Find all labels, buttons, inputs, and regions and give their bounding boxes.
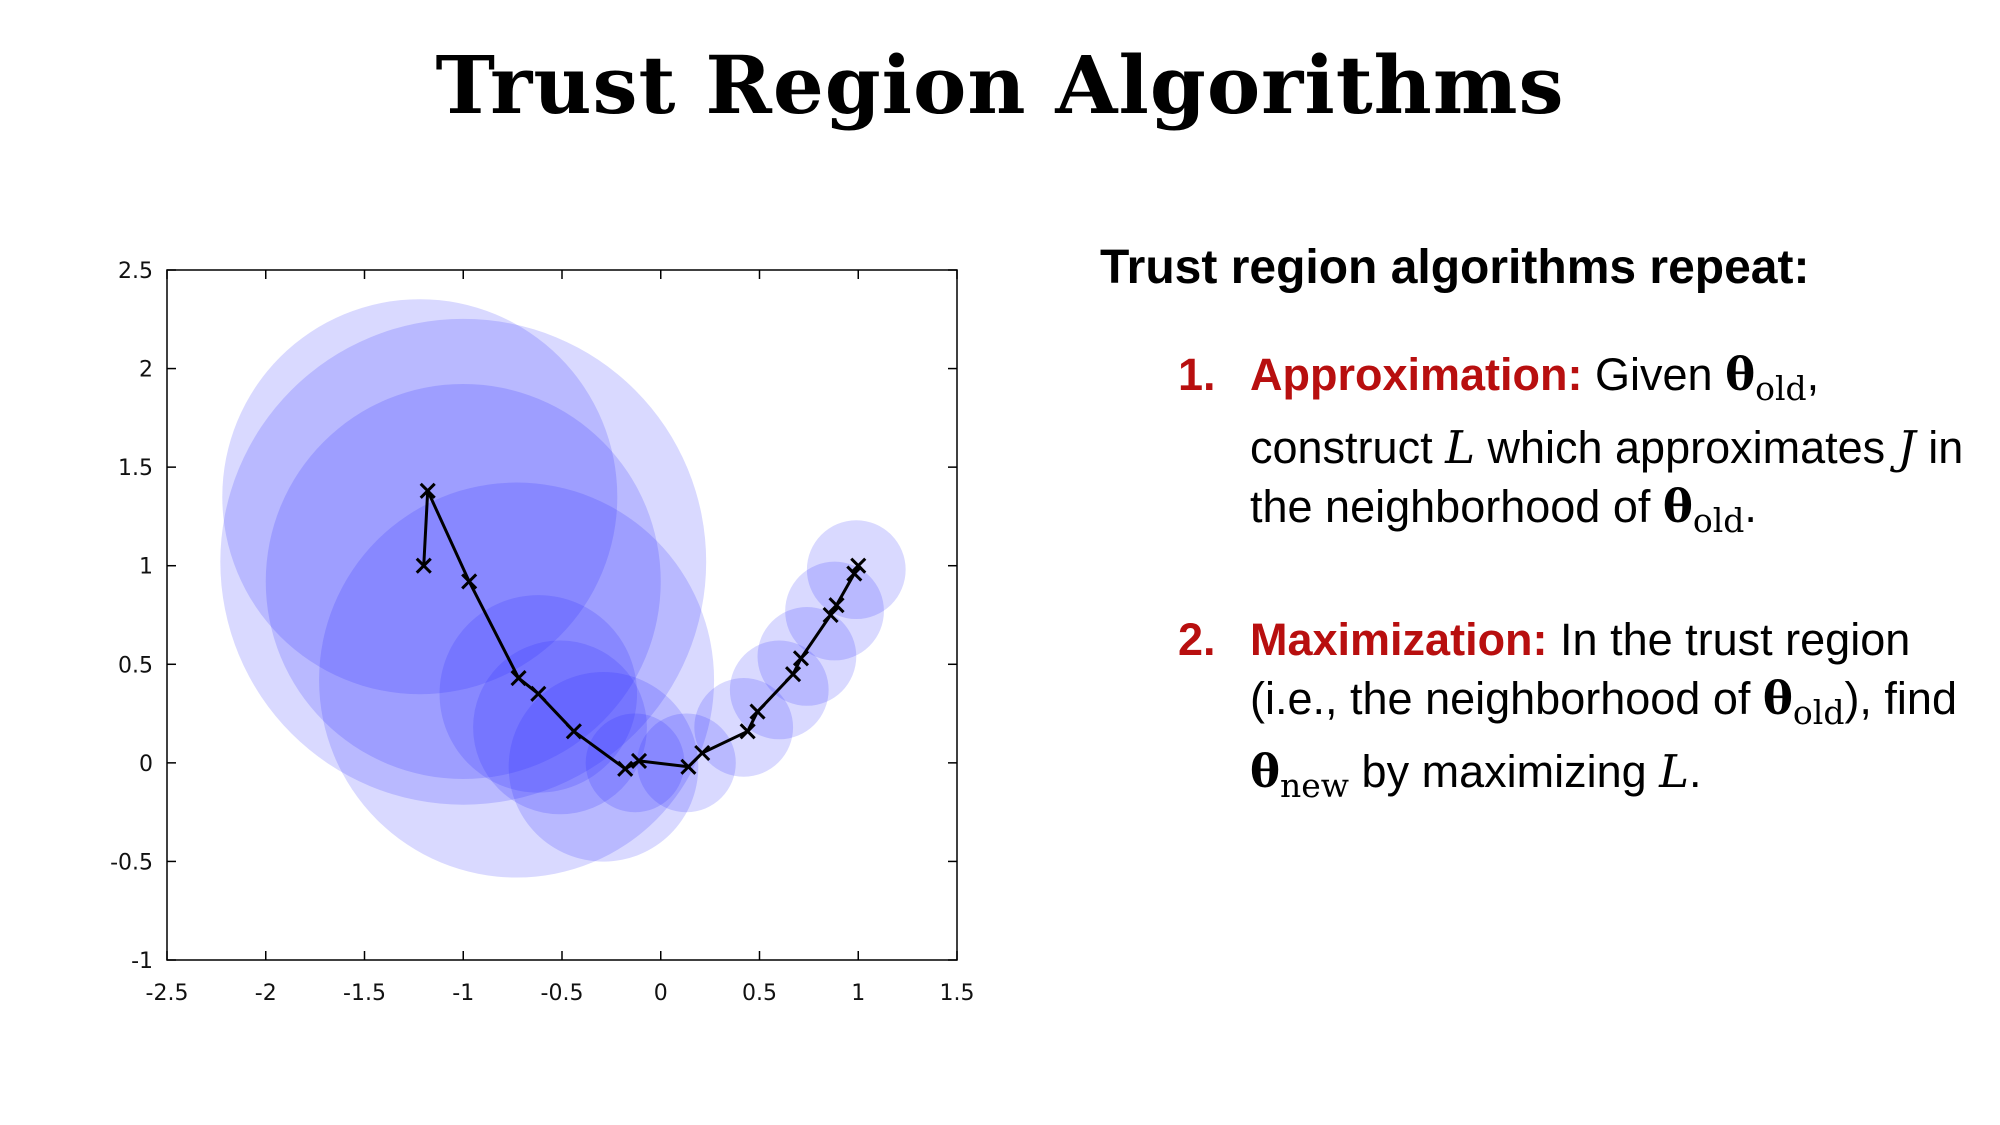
iterate-marker — [415, 557, 432, 574]
iterate-marker — [510, 670, 527, 687]
x-tick-label: -0.5 — [541, 981, 584, 1006]
iterate-marker — [739, 723, 756, 740]
x-tick-label: -1 — [452, 981, 474, 1006]
iterate-marker — [461, 573, 478, 590]
iterate-marker — [419, 482, 436, 499]
iterate-marker — [846, 565, 863, 582]
trust-region-plot: -2.5 -2 -1.5 -1 -0.5 0 0.5 1 1.5 2.5 2 1.5 1 0.5 0 -0.… — [110, 259, 975, 1006]
iterate-marker — [785, 666, 802, 683]
subscript-old: old — [1692, 501, 1745, 540]
step-text: by maximizing — [1349, 746, 1660, 797]
step-number: 1. — [1178, 349, 1216, 400]
slide-title: Trust Region Algorithms — [435, 38, 1565, 132]
x-tick-label: -2.5 — [146, 981, 189, 1006]
iterate-marker — [565, 723, 582, 740]
x-tick-label: 1.5 — [940, 981, 975, 1006]
x-tick-label: -1.5 — [343, 981, 386, 1006]
step-text: ), find — [1844, 673, 1957, 724]
step-text: in the neighborhood of — [1250, 422, 1964, 532]
trust-region-circles — [220, 299, 906, 878]
y-tick-label: 0 — [139, 752, 153, 777]
theta-symbol: θ — [1725, 348, 1756, 401]
iterate-marker — [530, 685, 547, 702]
plot-frame — [166, 269, 958, 961]
iterate-marker — [617, 760, 634, 777]
y-tick-label: -0.5 — [110, 850, 153, 875]
step-text: which approximates — [1474, 422, 1898, 473]
x-tick-label: 0.5 — [742, 981, 777, 1006]
theta-symbol: θ — [1250, 745, 1281, 798]
trust-region-circle — [757, 607, 857, 706]
x-tick-label: 1 — [851, 981, 865, 1006]
y-tick-label: 2 — [139, 358, 153, 383]
step-term: Maximization: — [1250, 614, 1548, 665]
x-tick-labels: -2.5 -2 -1.5 -1 -0.5 0 0.5 1 1.5 — [146, 981, 975, 1006]
iterate-marker — [630, 752, 648, 769]
iterate-marker — [850, 557, 867, 574]
step-text: . — [1744, 481, 1757, 532]
steps-heading: Trust region algorithms repeat: — [1100, 241, 1810, 294]
step-approximation: 1. Approximation: Given θold, construct … — [1100, 345, 1980, 550]
step-text: Given — [1582, 349, 1726, 400]
iterate-marker — [749, 703, 766, 720]
y-tick-label: -1 — [131, 949, 153, 974]
iterate-marker — [694, 744, 711, 762]
step-text: . — [1689, 746, 1702, 797]
variable-J: J — [1897, 421, 1916, 474]
trust-region-circle — [265, 383, 661, 779]
x-tick-label: 0 — [654, 981, 668, 1006]
step-text: In the trust region (i.e., the neighborh… — [1250, 614, 1911, 724]
subscript-old: old — [1755, 369, 1807, 408]
y-tick-label: 1 — [139, 555, 153, 580]
variable-L: L — [1659, 745, 1690, 798]
iterate-marker — [792, 650, 810, 667]
description-panel: Trust region algorithms repeat: 1. Appro… — [1100, 240, 1980, 875]
theta-symbol: θ — [1662, 480, 1693, 533]
subscript-old: old — [1792, 693, 1845, 732]
subscript-new: new — [1280, 766, 1350, 805]
iterate-marker — [680, 758, 697, 775]
trust-region-circle — [473, 640, 647, 815]
theta-symbol: θ — [1762, 672, 1793, 725]
step-maximization: 2. Maximization: In the trust region (i.… — [1100, 610, 1980, 815]
iterate-marker — [828, 597, 845, 614]
step-number: 2. — [1178, 614, 1216, 665]
iterate-path — [415, 482, 867, 777]
trust-region-circle — [508, 672, 699, 862]
y-tick-label: 2.5 — [118, 259, 153, 284]
y-tick-label: 1.5 — [118, 456, 153, 481]
x-tick-label: -2 — [255, 981, 277, 1006]
step-text: , construct — [1250, 349, 1820, 473]
trust-region-circle — [220, 318, 707, 805]
variable-L: L — [1445, 421, 1475, 474]
y-tick-labels: 2.5 2 1.5 1 0.5 0 -0.5 -1 — [110, 259, 153, 974]
iterate-marker — [822, 606, 839, 624]
y-tick-label: 0.5 — [118, 653, 153, 678]
steps-list: 1. Approximation: Given θold, construct … — [1100, 345, 1980, 815]
step-term: Approximation: — [1250, 349, 1583, 400]
